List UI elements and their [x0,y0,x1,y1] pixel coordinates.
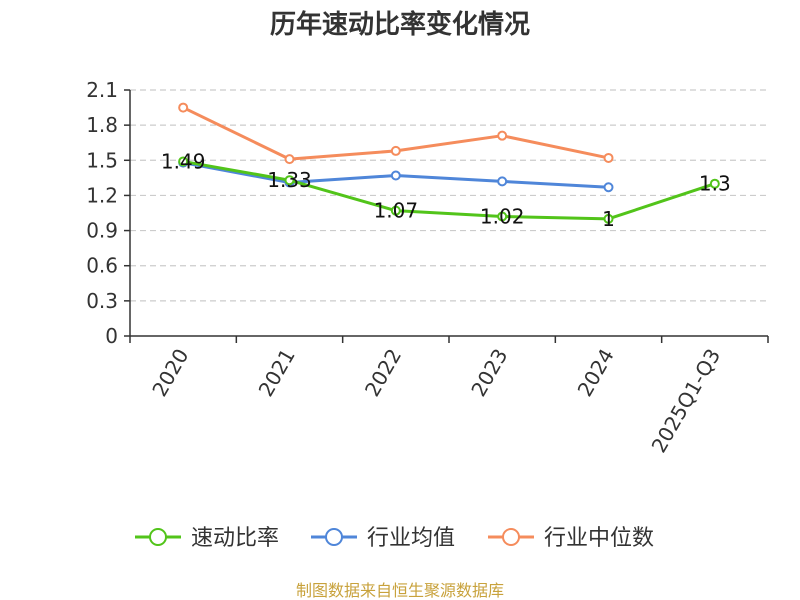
axes: 0 0.3 0.6 0.9 1.2 1.5 1.8 2.1 2020 2021 2022 2023 20… [86,78,769,457]
data-label: 1.3 [699,172,731,196]
data-label: 1.07 [374,199,419,223]
x-tick-label: 2022 [360,345,406,401]
y-tick-label: 1.2 [86,183,118,207]
data-point [284,154,295,165]
y-tick-label: 1.8 [86,113,118,137]
legend-label: 速动比率 [191,526,279,551]
x-tick-label: 2025Q1-Q3 [646,345,725,457]
y-tick-label: 0.3 [86,289,118,313]
x-tick-label: 2023 [466,344,512,400]
chart-title: 历年速动比率变化情况 [270,9,530,40]
data-point [497,176,508,187]
data-point [390,170,401,181]
data-point [284,175,295,186]
data-point [178,102,189,113]
data-label: 1.49 [161,149,206,173]
data-point [497,130,508,141]
data-point [709,178,720,189]
data-label: 1.33 [267,168,312,192]
legend-swatch-marker [325,528,343,546]
legend-swatch-marker [149,528,167,546]
data-point [603,213,614,224]
y-tick-label: 1.5 [86,148,118,172]
data-labels: 1.49 1.33 1.07 1.02 1 1.3 [161,149,731,230]
legend: 速动比率 行业均值 行业中位数 [135,526,654,551]
grid [130,89,768,302]
data-label: 1 [602,207,615,231]
y-tick-label: 0 [105,324,118,348]
source-footer: 制图数据来自恒生聚源数据库 [296,581,504,600]
x-tick-label: 2021 [254,345,300,401]
y-tick-label: 0.6 [86,254,118,278]
x-tick-label: 2024 [573,345,619,401]
data-point [178,156,189,167]
legend-label: 行业均值 [367,526,455,551]
data-label: 1.02 [480,205,525,229]
data-point [497,211,508,222]
data-point [390,145,401,156]
legend-label: 行业中位数 [544,526,654,551]
series-line-1 [182,159,716,221]
data-point [603,152,614,163]
y-tick-label: 2.1 [86,78,118,102]
data-point [603,182,614,193]
x-tick-label: 2020 [147,345,193,401]
legend-swatch-marker [502,528,520,546]
y-tick-label: 0.9 [86,219,118,243]
data-point [390,205,401,216]
series-layer [178,102,720,224]
